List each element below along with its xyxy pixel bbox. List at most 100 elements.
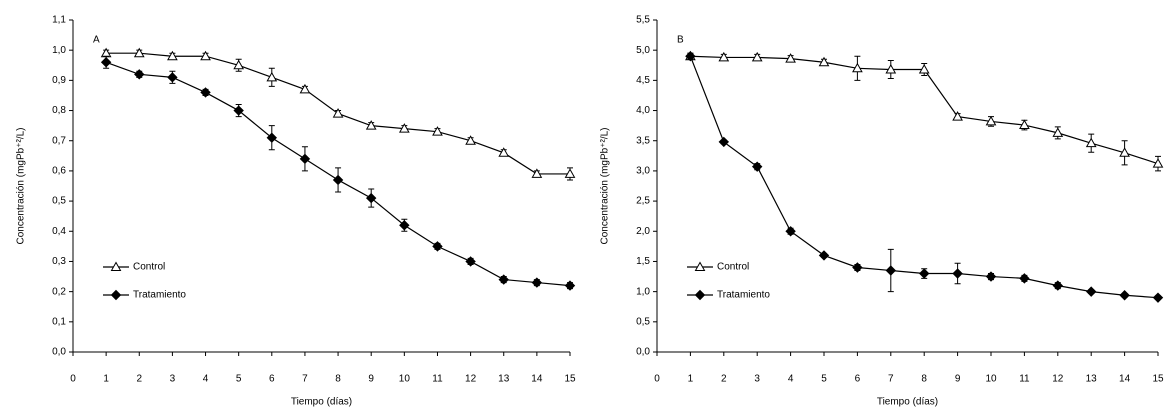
y-tick-label: 3,0 — [636, 166, 650, 177]
marker — [1085, 137, 1097, 148]
y-axis-label: Concentración (mgPb⁺²/L) — [600, 128, 611, 245]
x-tick-label: 8 — [921, 374, 927, 385]
marker — [531, 277, 543, 288]
x-tick-label: 5 — [236, 374, 242, 385]
marker — [718, 51, 730, 62]
y-tick-label: 0,7 — [52, 135, 66, 146]
legend-label: Tratamiento — [717, 290, 770, 301]
marker — [685, 51, 696, 62]
marker — [233, 59, 245, 70]
x-tick-label: 1 — [688, 374, 694, 385]
y-tick-label: 0,4 — [52, 226, 66, 237]
x-tick-label: 9 — [368, 374, 374, 385]
marker — [1085, 286, 1097, 297]
series-line — [689, 56, 1159, 299]
y-axis-label: Concentración (mgPb⁺²/L) — [16, 128, 27, 245]
y-tick-label: 4,5 — [636, 75, 650, 86]
x-tick-label: 6 — [269, 374, 275, 385]
marker — [1052, 127, 1064, 137]
marker — [785, 53, 796, 63]
marker — [985, 115, 997, 126]
y-tick-label: 0,9 — [52, 75, 66, 86]
marker — [718, 136, 730, 148]
marker — [852, 62, 863, 73]
marker — [694, 261, 706, 271]
marker — [1052, 280, 1064, 291]
marker — [564, 168, 576, 178]
marker — [332, 108, 344, 118]
marker — [167, 50, 178, 61]
marker — [398, 123, 410, 133]
x-tick-label: 10 — [985, 374, 997, 385]
y-tick-label: 0,5 — [636, 316, 650, 327]
y-tick-label: 1,0 — [52, 45, 66, 56]
legend-label: Control — [717, 262, 749, 273]
y-tick-label: 1,5 — [636, 256, 650, 267]
panel-label: A — [93, 35, 100, 46]
y-tick-label: 2,5 — [636, 196, 650, 207]
y-tick-label: 0,6 — [52, 166, 66, 177]
marker — [818, 56, 830, 67]
x-tick-label: 12 — [465, 374, 477, 385]
x-tick-label: 10 — [399, 374, 411, 385]
marker — [751, 161, 763, 172]
marker — [818, 250, 830, 261]
x-tick-label: 15 — [1152, 374, 1164, 385]
y-tick-label: 0,2 — [52, 286, 66, 297]
marker — [1152, 292, 1164, 303]
x-tick-label: 12 — [1052, 374, 1064, 385]
marker — [564, 280, 576, 291]
x-tick-label: 0 — [654, 374, 660, 385]
x-tick-label: 13 — [498, 374, 510, 385]
x-tick-label: 14 — [1119, 374, 1131, 385]
x-tick-label: 2 — [136, 374, 142, 385]
marker — [432, 126, 443, 136]
x-axis-label: Tiempo (días) — [291, 397, 352, 408]
y-tick-label: 5,0 — [636, 45, 650, 56]
marker — [110, 261, 122, 271]
x-tick-label: 11 — [1019, 374, 1030, 385]
marker — [110, 289, 122, 301]
y-tick-label: 4,0 — [636, 105, 650, 116]
marker — [885, 63, 897, 74]
legend-label: Control — [133, 262, 165, 273]
marker — [167, 72, 178, 83]
x-tick-label: 4 — [203, 374, 209, 385]
marker — [852, 262, 863, 273]
marker — [1119, 290, 1130, 301]
y-tick-label: 1,1 — [52, 15, 66, 26]
y-tick-label: 0,0 — [636, 347, 650, 358]
marker — [1019, 273, 1030, 284]
x-tick-label: 4 — [788, 374, 794, 385]
marker — [465, 256, 476, 267]
marker — [918, 63, 930, 74]
marker — [233, 105, 244, 116]
marker — [432, 241, 443, 252]
marker — [299, 153, 311, 165]
x-tick-label: 9 — [955, 374, 961, 385]
marker — [100, 57, 112, 68]
x-tick-label: 13 — [1086, 374, 1098, 385]
marker — [134, 69, 145, 80]
y-tick-label: 3,5 — [636, 135, 650, 146]
marker — [1152, 158, 1164, 168]
x-tick-label: 3 — [170, 374, 176, 385]
x-tick-label: 5 — [821, 374, 827, 385]
legend-label: Tratamiento — [133, 290, 186, 301]
marker — [332, 174, 344, 186]
marker — [952, 111, 963, 121]
marker — [200, 87, 211, 98]
panel-label: B — [677, 35, 684, 46]
x-tick-label: 2 — [721, 374, 727, 385]
marker — [694, 289, 706, 301]
marker — [465, 135, 476, 145]
y-tick-label: 2,0 — [636, 226, 650, 237]
marker — [985, 271, 997, 282]
marker — [266, 71, 278, 82]
x-tick-label: 1 — [103, 374, 109, 385]
x-tick-label: 7 — [302, 374, 308, 385]
x-tick-label: 3 — [754, 374, 760, 385]
y-tick-label: 1,0 — [636, 286, 650, 297]
marker — [200, 50, 211, 61]
